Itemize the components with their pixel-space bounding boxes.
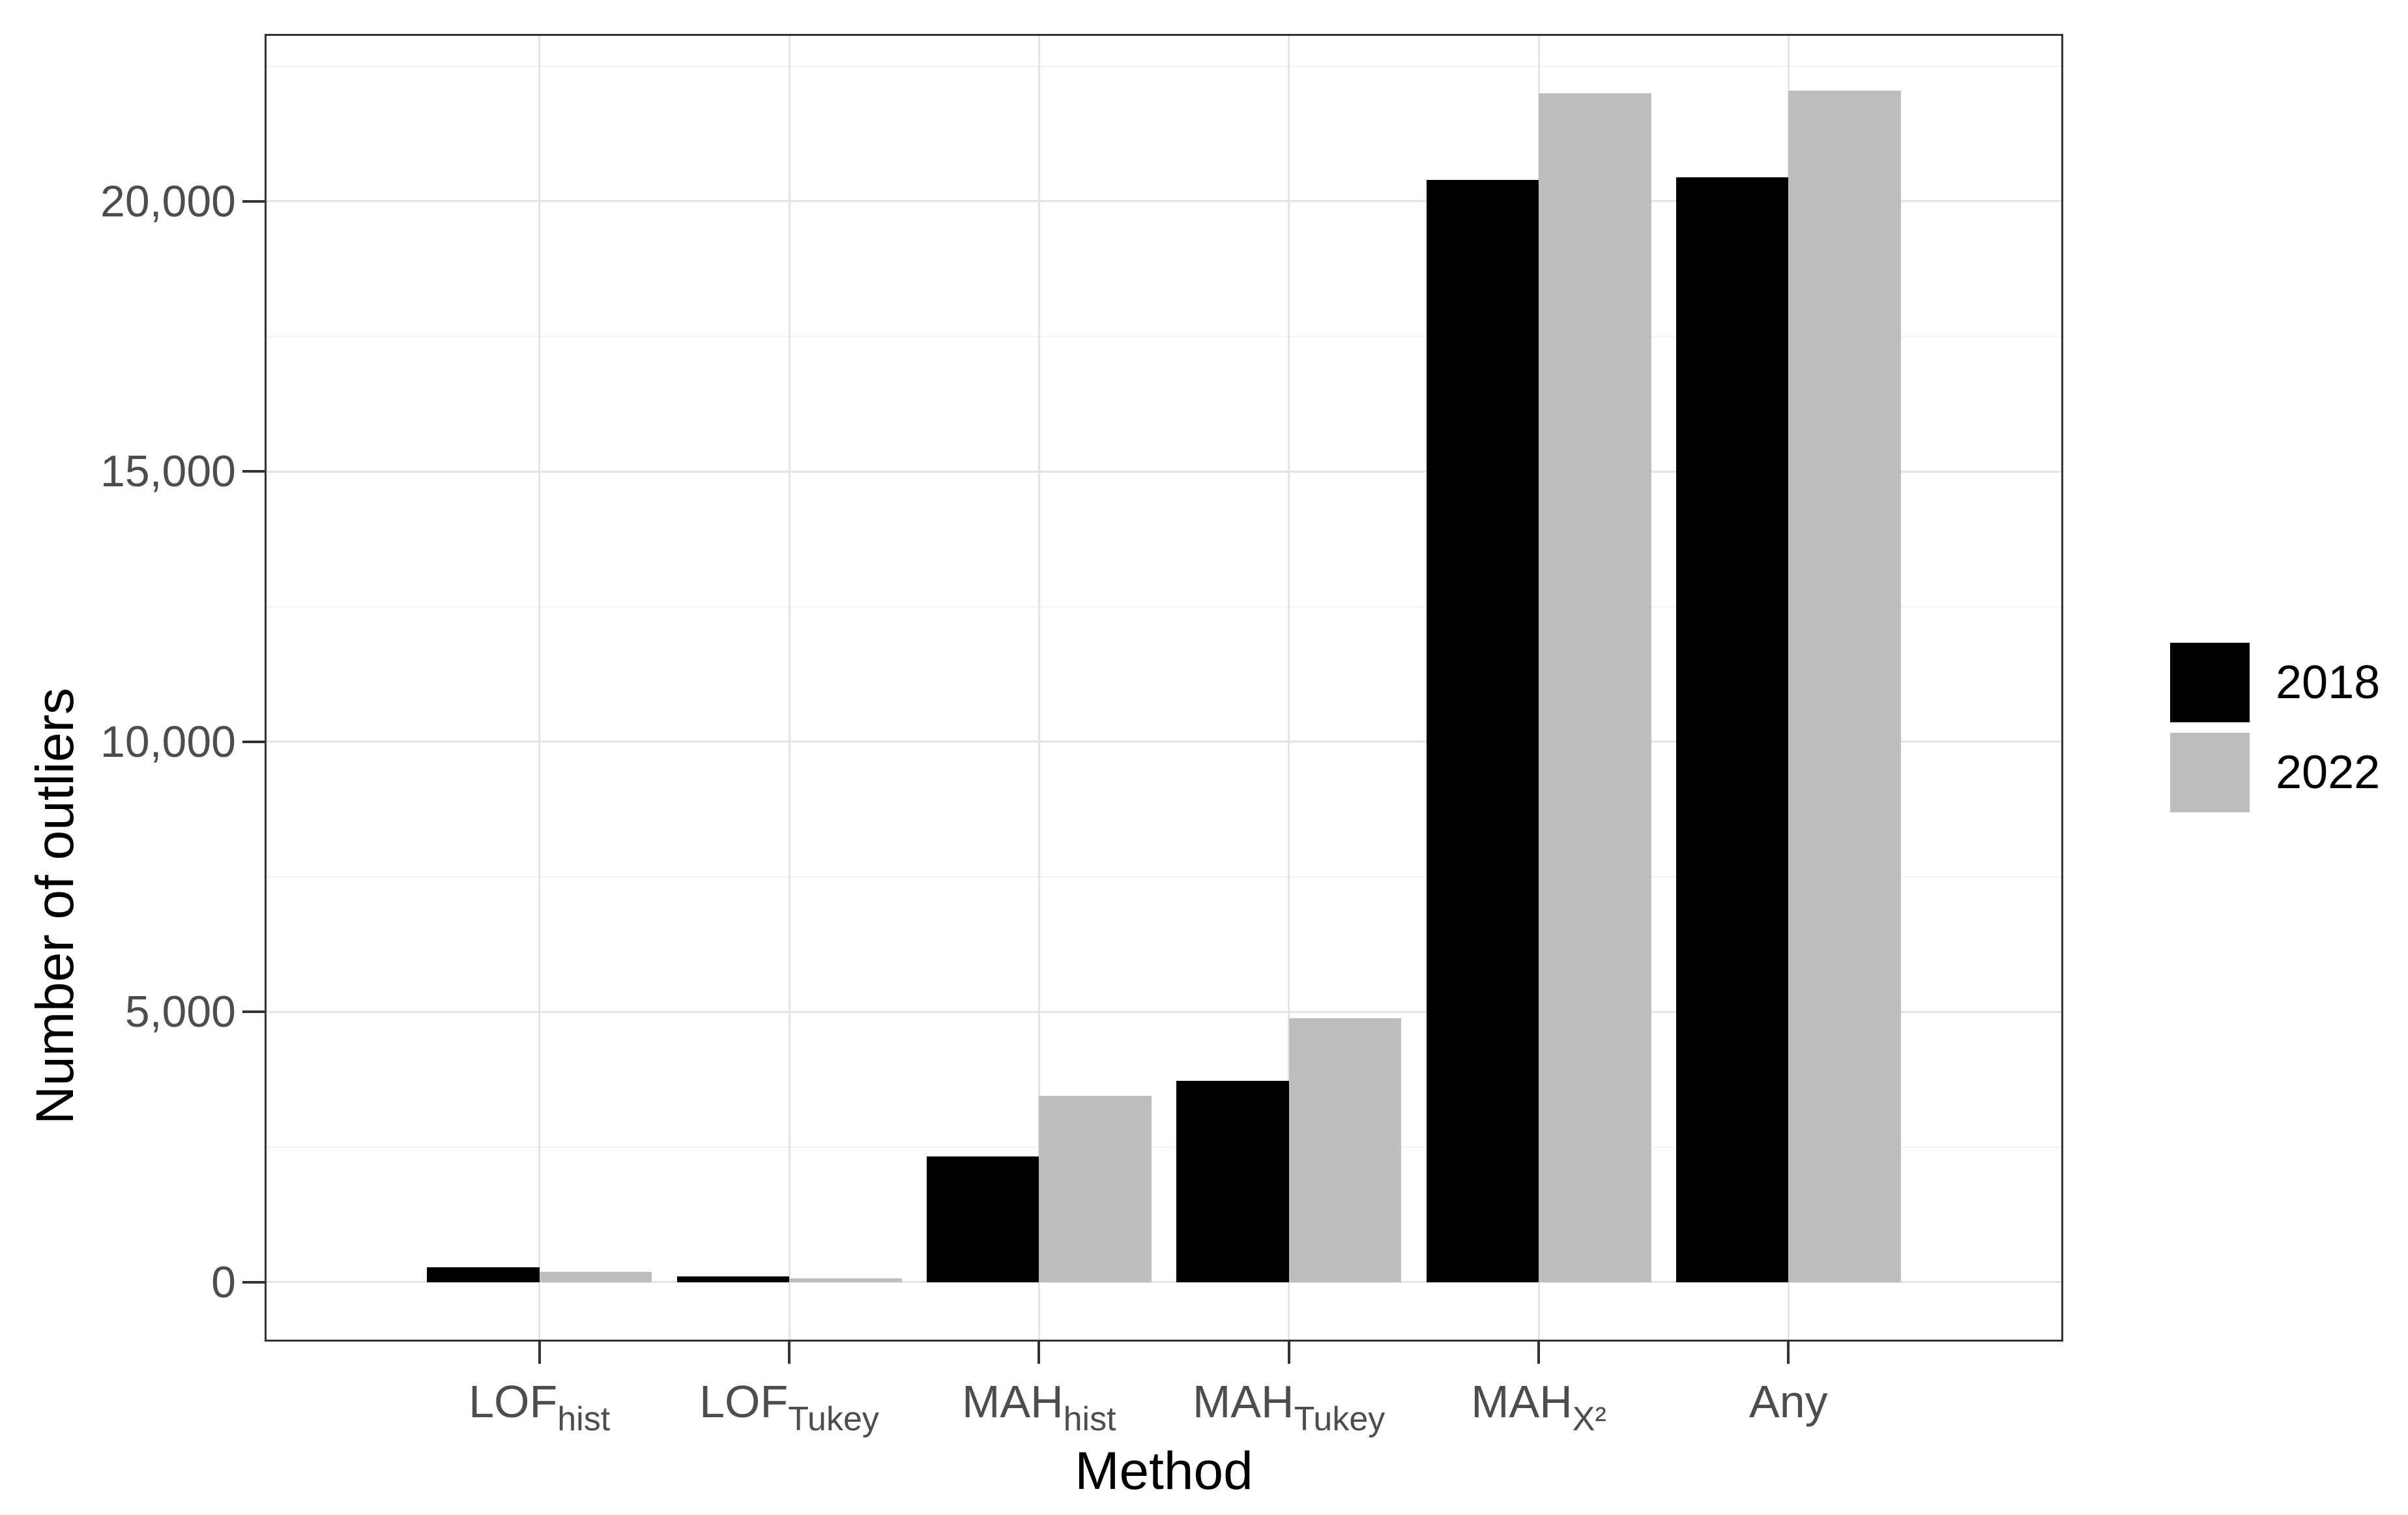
gridline-minor-y-22500 bbox=[265, 65, 2063, 67]
x-tick-label-MAHTukey: MAHTukey bbox=[1094, 1375, 1485, 1445]
x-tick-MAHTukey bbox=[1287, 1342, 1290, 1364]
bar-2018-MAHX² bbox=[1426, 179, 1539, 1282]
x-tick-label-base: LOF bbox=[469, 1376, 558, 1427]
y-tick-label-5000: 5,000 bbox=[124, 987, 236, 1037]
gridline-major-x-MAHhist bbox=[1037, 34, 1040, 1342]
x-tick-LOFTukey bbox=[788, 1342, 791, 1364]
bar-2018-Any bbox=[1675, 177, 1789, 1282]
x-tick-label-LOFhist: LOFhist bbox=[344, 1375, 735, 1445]
gridline-minor-y-17500 bbox=[265, 336, 2063, 338]
bar-2022-LOFhist bbox=[539, 1272, 652, 1282]
legend-key-2022-swatch bbox=[2170, 733, 2250, 812]
x-tick-label-LOFTukey: LOFTukey bbox=[594, 1375, 985, 1445]
y-tick-label-20000: 20,000 bbox=[100, 176, 236, 226]
y-tick-0 bbox=[242, 1280, 265, 1284]
bar-2018-MAHhist bbox=[926, 1156, 1039, 1282]
bar-2018-LOFhist bbox=[427, 1267, 540, 1282]
legend-item-2022: 2022 bbox=[2170, 733, 2380, 812]
bar-2022-MAHX² bbox=[1539, 93, 1651, 1282]
x-tick-label-base: Any bbox=[1749, 1376, 1828, 1427]
x-tick-Any bbox=[1787, 1342, 1790, 1364]
x-tick-label-MAHhist: MAHhist bbox=[843, 1375, 1234, 1445]
x-tick-label-base: LOF bbox=[699, 1376, 789, 1427]
x-tick-label-subscript: Tukey bbox=[1294, 1400, 1385, 1438]
gridline-major-x-MAHTukey bbox=[1288, 34, 1290, 1342]
gridline-major-y-15000 bbox=[265, 470, 2063, 473]
x-tick-MAHhist bbox=[1037, 1342, 1041, 1364]
x-tick-label-subscript: hist bbox=[557, 1400, 611, 1438]
legend-item-2018: 2018 bbox=[2170, 643, 2380, 722]
legend-key-2018-swatch bbox=[2170, 643, 2250, 722]
x-tick-label-MAHX²: MAHX² bbox=[1343, 1375, 1734, 1445]
bar-2022-MAHTukey bbox=[1288, 1018, 1402, 1282]
x-tick-LOFhist bbox=[538, 1342, 541, 1364]
gridline-major-y-10000 bbox=[265, 741, 2063, 743]
y-tick-15000 bbox=[242, 470, 265, 473]
x-tick-label-base: MAH bbox=[962, 1376, 1064, 1427]
y-tick-20000 bbox=[242, 199, 265, 203]
x-tick-label-base: MAH bbox=[1193, 1376, 1294, 1427]
gridline-minor-y-7500 bbox=[265, 876, 2063, 878]
bar-2022-MAHhist bbox=[1039, 1095, 1152, 1282]
bar-2018-LOFTukey bbox=[676, 1276, 789, 1282]
y-tick-label-15000: 15,000 bbox=[100, 447, 236, 497]
gridline-major-x-LOFTukey bbox=[788, 34, 791, 1342]
y-tick-label-0: 0 bbox=[211, 1257, 236, 1307]
bar-2022-Any bbox=[1788, 91, 1901, 1282]
x-tick-label-subscript: Tukey bbox=[788, 1400, 879, 1438]
x-axis-title: Method bbox=[1075, 1441, 1253, 1501]
gridline-minor-y-12500 bbox=[265, 606, 2063, 608]
x-tick-label-subscript: X² bbox=[1572, 1400, 1606, 1438]
legend-label-2018: 2018 bbox=[2276, 656, 2381, 709]
x-tick-MAHX² bbox=[1537, 1342, 1540, 1364]
gridline-major-y-20000 bbox=[265, 200, 2063, 203]
y-tick-10000 bbox=[242, 740, 265, 743]
x-tick-label-base: MAH bbox=[1471, 1376, 1573, 1427]
y-tick-label-10000: 10,000 bbox=[100, 716, 236, 767]
x-tick-label-subscript: hist bbox=[1063, 1400, 1116, 1438]
bar-2018-MAHTukey bbox=[1176, 1081, 1289, 1282]
legend-label-2022: 2022 bbox=[2276, 746, 2381, 799]
gridline-major-x-LOFhist bbox=[538, 34, 541, 1342]
y-tick-5000 bbox=[242, 1010, 265, 1014]
gridline-minor-y-2500 bbox=[265, 1146, 2063, 1148]
x-tick-label-Any: Any bbox=[1593, 1375, 1984, 1428]
legend: 2018 2022 bbox=[2170, 643, 2380, 823]
gridline-major-y-5000 bbox=[265, 1010, 2063, 1013]
bar-2022-LOFTukey bbox=[789, 1278, 902, 1282]
gridline-major-y-0 bbox=[265, 1281, 2063, 1284]
